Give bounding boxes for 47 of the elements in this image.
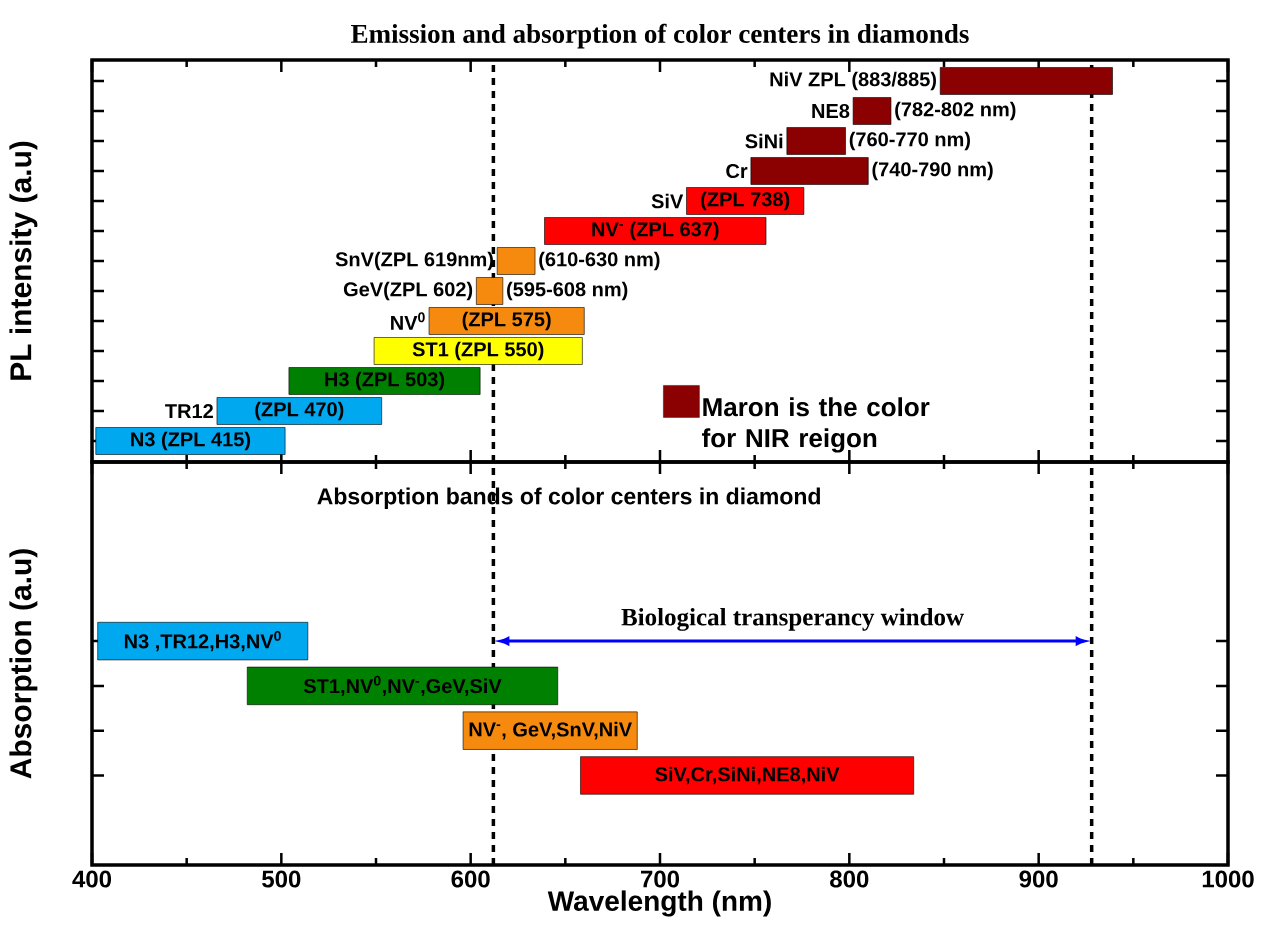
annotation: (740-790 nm) xyxy=(872,161,993,181)
y-axis-title: PL intensity (a.u) xyxy=(9,141,38,380)
annotation: (782-802 nm) xyxy=(895,101,1016,121)
category-label: Cr xyxy=(726,163,748,179)
x-tick-label: 500 xyxy=(262,870,301,888)
x-tick-label: 800 xyxy=(830,870,869,888)
y-axis-title: Absorption (a.u) xyxy=(9,549,38,779)
text: Absorption bands of color centers in diamond xyxy=(317,487,820,509)
bar xyxy=(750,157,869,185)
data-label: (ZPL 575) xyxy=(462,311,551,331)
x-tick-label: 600 xyxy=(451,870,490,888)
bar xyxy=(786,127,846,155)
category-label: GeV(ZPL 602) xyxy=(343,281,473,301)
data-label: (ZPL 738) xyxy=(701,191,790,211)
x-tick-label: 700 xyxy=(641,870,680,888)
category-label: NV$^{0}$ xyxy=(391,312,425,330)
data-label: NV$^{-}$ (ZPL 637) xyxy=(592,221,719,241)
data-label: H3 (ZPL 503) xyxy=(325,371,445,391)
annotation: (610-630 nm) xyxy=(539,251,660,271)
bar xyxy=(852,97,892,125)
data-label: SiV,Cr,SiNi,NE8,NiV xyxy=(655,766,840,785)
x-tick-label: 900 xyxy=(1019,870,1058,888)
data-label: N3 ,TR12,H3,NV$^{0}$ xyxy=(124,630,281,652)
category-label: SiV xyxy=(651,193,684,209)
category-label: NiV ZPL (883/885) xyxy=(770,71,936,91)
x-tick-label: 400 xyxy=(72,870,112,888)
category-label: TR12 xyxy=(165,404,213,418)
annotation: Biological transperancy window xyxy=(621,608,964,631)
chart-title: Emission and absorption of color centers in diamonds xyxy=(351,23,969,49)
legend-label: Maron is the color for NIR reigon xyxy=(702,397,930,453)
data-label: NV$^{-}$, GeV,SnV,NiV xyxy=(469,721,632,740)
bar xyxy=(544,217,767,245)
bar xyxy=(462,711,638,750)
x-axis-title: Wavelength (nm) xyxy=(547,890,771,917)
category-label: SiNi xyxy=(745,133,783,149)
data-label: N3 (ZPL 415) xyxy=(131,431,251,451)
data-label: (ZPL 470) xyxy=(255,401,344,421)
annotation: (595-608 nm) xyxy=(507,281,628,301)
bar xyxy=(216,397,382,425)
bar xyxy=(496,247,536,275)
category-label: SnV(ZPL 619nm) xyxy=(335,251,493,271)
data-label: ST1,NV$^{0}$,NV$^{-}$,GeV,SiV xyxy=(303,675,502,697)
annotation: (760-770 nm) xyxy=(849,131,970,151)
bar xyxy=(580,756,914,795)
x-tick-label: 1000 xyxy=(1202,870,1254,888)
category-label: NE8 xyxy=(812,103,850,119)
data-label: ST1 (ZPL 550) xyxy=(412,341,544,361)
